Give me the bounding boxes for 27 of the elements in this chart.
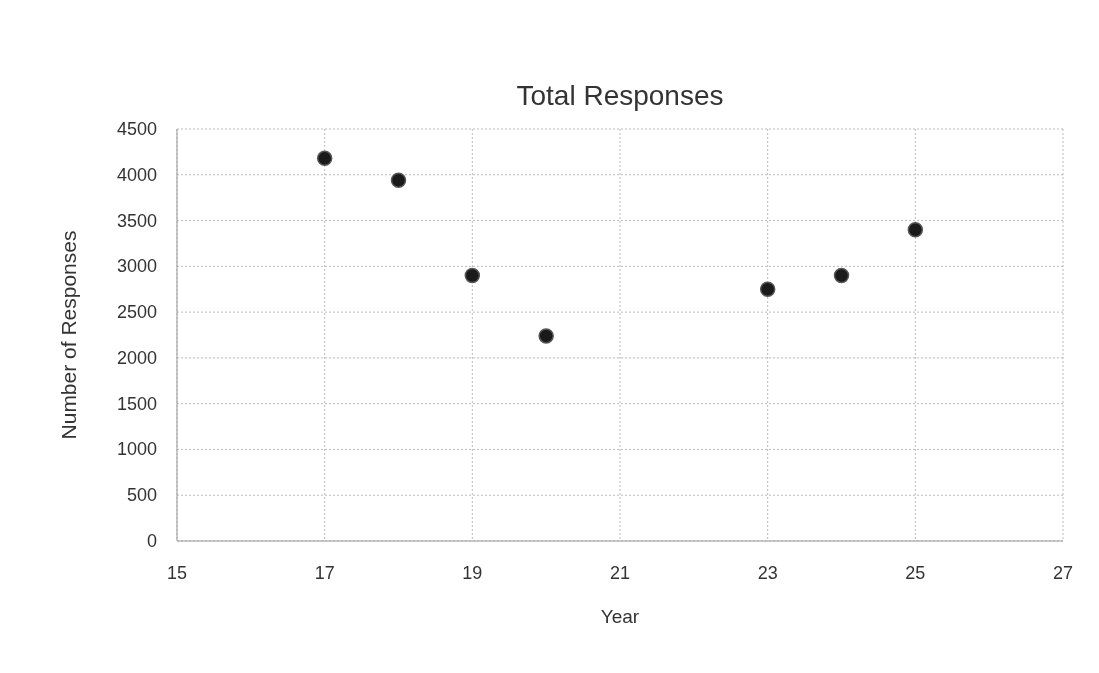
- y-tick-label: 500: [126, 485, 157, 506]
- y-tick-label: 4500: [116, 119, 157, 139]
- x-tick-label: 27: [1052, 563, 1074, 583]
- point: [907, 221, 924, 238]
- point: [316, 150, 333, 167]
- y-tick-label: 2000: [116, 347, 157, 368]
- x-tick-label: 19: [462, 563, 483, 583]
- x-tick-label: 21: [609, 563, 631, 583]
- y-tick-label: 2500: [116, 302, 157, 323]
- x-axis-title: Year: [600, 606, 640, 627]
- y-tick-label: 4000: [116, 164, 157, 185]
- point: [538, 328, 554, 344]
- point: [833, 267, 850, 284]
- x-tick-label: 17: [314, 563, 335, 583]
- x-tick-label: 15: [166, 563, 188, 583]
- x-tick-label: 25: [905, 563, 926, 583]
- point: [390, 172, 407, 189]
- y-tick-label: 0: [146, 531, 157, 551]
- x-tick-label: 23: [757, 563, 778, 583]
- point: [464, 267, 481, 284]
- y-tick-label: 1500: [116, 393, 157, 414]
- chart-title: Total Responses: [516, 80, 724, 111]
- y-tick-label: 3500: [116, 210, 157, 231]
- point: [759, 281, 776, 297]
- y-axis-title: Number of Responses: [57, 230, 80, 440]
- y-tick-label: 1000: [116, 439, 157, 460]
- y-tick-label: 3000: [116, 256, 157, 277]
